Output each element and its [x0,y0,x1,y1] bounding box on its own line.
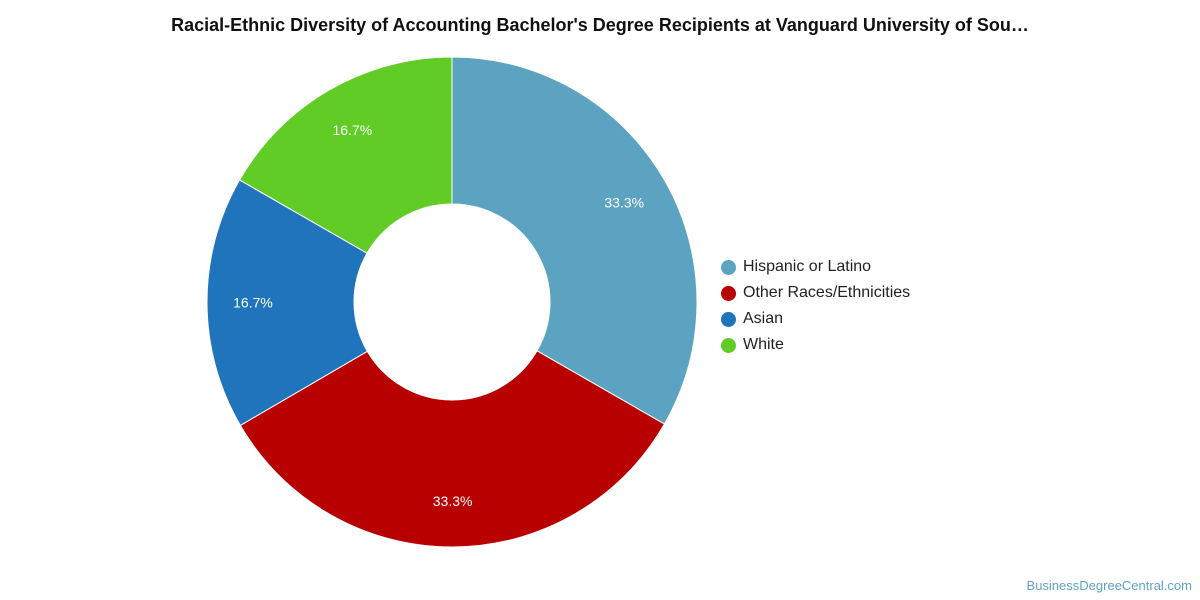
chart-legend: Hispanic or Latino Other Races/Ethniciti… [721,254,910,358]
legend-item-asian[interactable]: Asian [721,306,910,332]
slice-asian[interactable] [206,179,369,427]
legend-swatch-hispanic-or-latino [721,259,736,275]
slice-white[interactable] [238,56,453,254]
legend-item-hispanic-or-latino[interactable]: Hispanic or Latino [721,254,910,280]
chart-title: Racial-Ethnic Diversity of Accounting Ba… [171,15,1029,35]
legend-label-other-races-ethnicities: Other Races/Ethnicities [743,284,911,301]
legend-label-white: White [743,336,784,353]
legend-swatch-other-races-ethnicities [721,285,736,301]
slice-label-white: 16.7% [332,122,372,138]
legend-label-asian: Asian [743,310,784,327]
slice-label-other-races-ethnicities: 33.3% [433,493,473,509]
legend-item-white[interactable]: White [721,332,910,358]
legend-label-hispanic-or-latino: Hispanic or Latino [743,258,872,275]
legend-swatch-asian [721,311,736,327]
slice-other-races-ethnicities[interactable] [239,350,666,548]
slice-label-hispanic-or-latino: 33.3% [604,194,644,210]
legend-swatch-white [721,337,736,353]
legend-item-other-races-ethnicities[interactable]: Other Races/Ethnicities [721,280,910,306]
source-link[interactable]: BusinessDegreeCentral.com [1026,578,1192,593]
slice-hispanic-or-latino[interactable] [451,56,698,425]
slice-label-asian: 16.7% [233,295,273,311]
